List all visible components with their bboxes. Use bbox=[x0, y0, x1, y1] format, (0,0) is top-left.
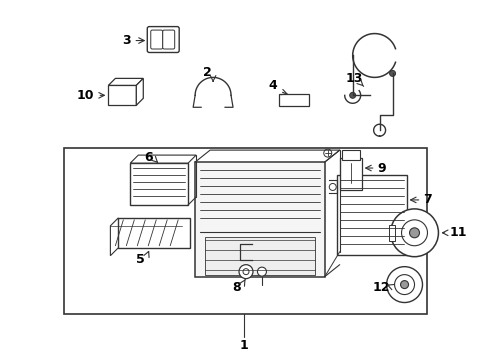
Bar bbox=[63, 148, 427, 315]
Polygon shape bbox=[108, 78, 143, 85]
Text: 5: 5 bbox=[136, 253, 144, 266]
Circle shape bbox=[389, 71, 395, 76]
Text: 12: 12 bbox=[371, 281, 389, 294]
Circle shape bbox=[400, 280, 407, 289]
Text: 10: 10 bbox=[77, 89, 94, 102]
FancyBboxPatch shape bbox=[147, 27, 179, 53]
Polygon shape bbox=[118, 218, 190, 248]
Circle shape bbox=[257, 267, 266, 276]
Circle shape bbox=[239, 265, 252, 279]
Polygon shape bbox=[130, 155, 196, 163]
Text: 1: 1 bbox=[239, 339, 248, 352]
Bar bbox=[195, 162, 324, 276]
Circle shape bbox=[390, 209, 438, 257]
Circle shape bbox=[386, 267, 422, 302]
Circle shape bbox=[323, 149, 331, 157]
Text: 7: 7 bbox=[423, 193, 431, 206]
Text: 13: 13 bbox=[346, 72, 363, 85]
Text: 9: 9 bbox=[377, 162, 386, 175]
Circle shape bbox=[328, 184, 336, 190]
Circle shape bbox=[243, 269, 248, 275]
Text: 2: 2 bbox=[203, 66, 211, 79]
Bar bbox=[130, 163, 188, 205]
Bar bbox=[336, 175, 406, 255]
Text: 3: 3 bbox=[122, 34, 130, 47]
Text: 4: 4 bbox=[268, 79, 277, 92]
Circle shape bbox=[401, 220, 427, 246]
FancyBboxPatch shape bbox=[163, 30, 174, 49]
FancyBboxPatch shape bbox=[150, 30, 163, 49]
Circle shape bbox=[394, 275, 414, 294]
Polygon shape bbox=[136, 78, 143, 105]
Bar bbox=[108, 85, 136, 105]
Polygon shape bbox=[110, 218, 118, 256]
Circle shape bbox=[408, 228, 419, 238]
Bar bbox=[341, 150, 359, 160]
Text: 11: 11 bbox=[448, 226, 466, 239]
Text: 8: 8 bbox=[232, 281, 241, 294]
Polygon shape bbox=[278, 94, 308, 106]
Bar bbox=[339, 158, 361, 190]
Bar bbox=[388, 225, 394, 241]
Text: 6: 6 bbox=[143, 150, 152, 163]
Circle shape bbox=[349, 92, 355, 98]
Bar bbox=[204, 237, 314, 275]
